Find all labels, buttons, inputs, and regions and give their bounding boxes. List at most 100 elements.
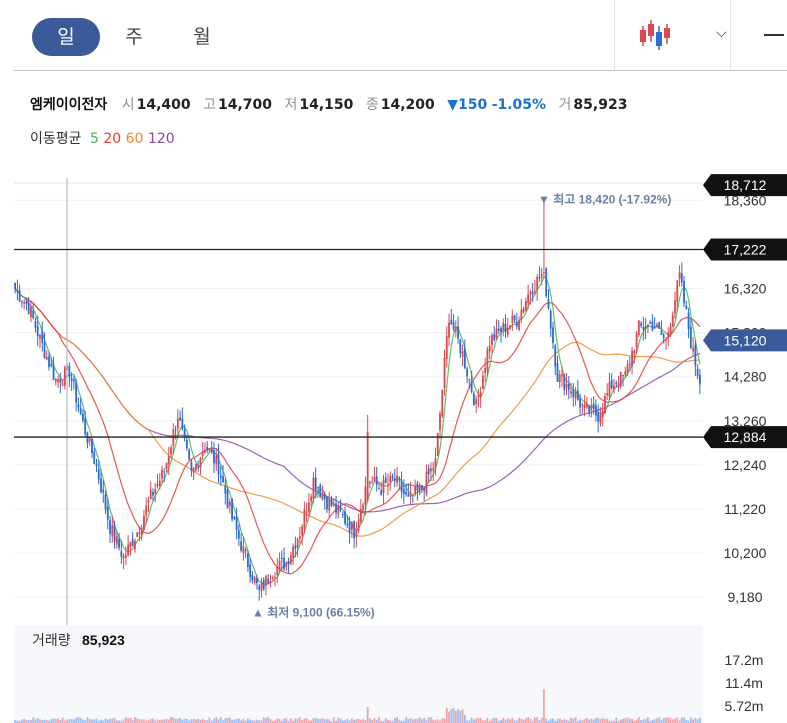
candle-body: [70, 378, 73, 382]
volume-bar: [495, 717, 498, 723]
volume-bar: [393, 717, 396, 723]
ma-5[interactable]: 5: [89, 131, 99, 147]
candle-body: [468, 379, 471, 381]
period-tab-bar: 일 주 월 ⌵: [14, 0, 787, 71]
candle-body: [520, 309, 523, 320]
candle-body: [646, 324, 649, 328]
candle-body: [88, 437, 91, 442]
volume-bar: [61, 717, 64, 723]
candle-body: [380, 489, 383, 495]
candle-body: [256, 577, 258, 584]
candle-body: [308, 502, 310, 513]
volume-bar: [448, 711, 450, 723]
candle-body: [384, 477, 387, 483]
tab-monthly[interactable]: 월: [193, 26, 211, 48]
candle-body: [479, 392, 482, 398]
candle-body: [242, 546, 245, 554]
close-label: 종: [365, 97, 379, 113]
candle-body: [405, 491, 407, 495]
volume-bar: [619, 719, 622, 723]
volume-bar: [511, 717, 514, 723]
volume-bar: [188, 720, 191, 723]
ma-20[interactable]: 20: [103, 131, 122, 147]
ma-60[interactable]: 60: [125, 131, 144, 147]
candle-body: [581, 404, 584, 406]
candle-body: [34, 321, 37, 328]
volume-bar: [457, 708, 459, 723]
tab-daily[interactable]: 일: [32, 18, 100, 56]
low-label: 저: [284, 97, 298, 113]
volume-bar: [274, 720, 276, 723]
candle-body: [425, 471, 428, 495]
volume-bar: [599, 719, 602, 723]
candle-body: [477, 395, 480, 397]
y-tick-label: 16,320: [724, 281, 767, 297]
candle-body: [436, 433, 439, 456]
candle-body: [694, 344, 697, 366]
candle-body: [391, 476, 394, 479]
min-annotation: ▲ 최저 9,100 (66.15%): [252, 605, 375, 620]
candle-body: [595, 405, 597, 416]
candle-body: [314, 477, 317, 491]
candle-body: [118, 538, 120, 548]
volume-bar: [439, 720, 441, 723]
candle-body: [36, 326, 39, 337]
ma-60-line: [14, 288, 700, 537]
volume-bar: [231, 719, 233, 723]
volume-bar: [350, 718, 353, 723]
candle-body: [145, 505, 148, 516]
candle-body: [287, 561, 290, 565]
volume-bar: [21, 719, 23, 723]
candle-body: [461, 351, 464, 357]
volume-bar: [93, 719, 96, 723]
volume-bar: [683, 717, 685, 723]
candle-body: [278, 560, 281, 570]
volume-bar: [237, 718, 240, 723]
volume-bar: [124, 717, 127, 723]
close-value: 14,200: [380, 97, 435, 113]
candle-body: [409, 492, 412, 497]
candle-body: [82, 413, 84, 421]
tab-weekly[interactable]: 주: [125, 26, 143, 48]
volume-bar: [161, 719, 163, 723]
y-tick-label: 11,220: [724, 501, 766, 517]
volume-bar: [36, 718, 39, 723]
candle-body: [262, 579, 265, 590]
ma-120[interactable]: 120: [147, 131, 175, 147]
candle-body: [154, 489, 157, 494]
candle-body: [637, 320, 640, 335]
divider: [730, 0, 731, 70]
y-tick-label: 10,200: [724, 545, 767, 561]
volume-bar: [533, 717, 536, 723]
volume-bar: [608, 720, 611, 723]
menu-button[interactable]: [762, 22, 787, 48]
volume-bar: [70, 719, 73, 723]
volume-bar: [253, 720, 256, 723]
candle-body: [576, 390, 579, 400]
candle-body: [669, 326, 672, 334]
chart-type-selector[interactable]: ⌵: [634, 16, 744, 56]
candle-body: [572, 389, 575, 397]
volume-bar: [163, 719, 166, 723]
volume-bar: [50, 719, 53, 723]
volume-bar: [389, 720, 392, 723]
volume-bar: [32, 717, 35, 723]
volume-bar: [346, 719, 349, 723]
candle-body: [585, 403, 588, 408]
volume-bar: [552, 718, 554, 723]
candle-body: [660, 330, 663, 336]
volume-bar: [219, 717, 222, 723]
volume-bar: [48, 720, 50, 723]
candle-body: [407, 494, 410, 497]
candle-body: [43, 342, 46, 359]
candle-body: [430, 468, 432, 472]
volume-bar: [106, 719, 109, 723]
candle-body: [305, 511, 308, 513]
volume-bar: [321, 717, 324, 723]
volume-bar: [482, 720, 484, 723]
candle-body: [106, 506, 109, 520]
volume-bar: [100, 719, 102, 723]
volume-bar: [262, 717, 265, 723]
candle-body: [644, 326, 647, 329]
